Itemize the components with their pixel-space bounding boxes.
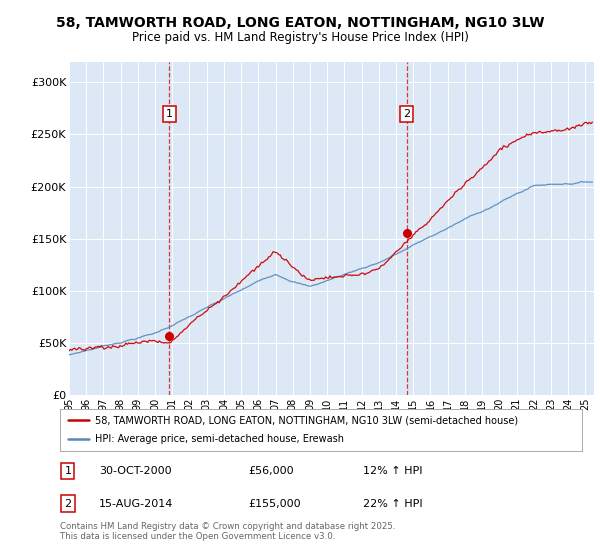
Text: £56,000: £56,000 [248,466,293,477]
Text: 2: 2 [403,109,410,119]
Text: £155,000: £155,000 [248,498,301,508]
Text: 30-OCT-2000: 30-OCT-2000 [99,466,172,477]
Text: 22% ↑ HPI: 22% ↑ HPI [363,498,422,508]
Text: 12% ↑ HPI: 12% ↑ HPI [363,466,422,477]
Text: HPI: Average price, semi-detached house, Erewash: HPI: Average price, semi-detached house,… [95,435,344,445]
Text: Price paid vs. HM Land Registry's House Price Index (HPI): Price paid vs. HM Land Registry's House … [131,31,469,44]
Text: 1: 1 [166,109,173,119]
Text: 1: 1 [64,466,71,477]
Text: 58, TAMWORTH ROAD, LONG EATON, NOTTINGHAM, NG10 3LW: 58, TAMWORTH ROAD, LONG EATON, NOTTINGHA… [56,16,544,30]
Text: 15-AUG-2014: 15-AUG-2014 [99,498,173,508]
Text: Contains HM Land Registry data © Crown copyright and database right 2025.
This d: Contains HM Land Registry data © Crown c… [60,522,395,542]
Text: 2: 2 [64,498,71,508]
Text: 58, TAMWORTH ROAD, LONG EATON, NOTTINGHAM, NG10 3LW (semi-detached house): 58, TAMWORTH ROAD, LONG EATON, NOTTINGHA… [95,415,518,425]
